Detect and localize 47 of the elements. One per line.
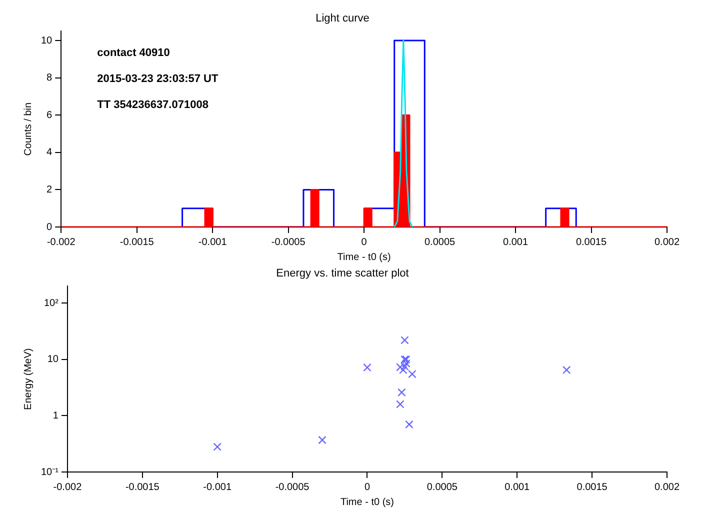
- x-tick-label: 0: [364, 482, 370, 493]
- point: [408, 370, 416, 378]
- point: [400, 336, 409, 344]
- x-tick-label: -0.002: [46, 236, 76, 248]
- x-tick-label: 0.0015: [576, 236, 607, 248]
- annotation: 2015-03-23 23:03:57 UT: [97, 73, 218, 86]
- y-tick-label: 10: [41, 35, 53, 46]
- x-tick-label: -0.002: [53, 482, 82, 493]
- x-tick-label: -0.001: [198, 236, 228, 248]
- x-tick-label: -0.0015: [125, 482, 160, 493]
- x-tick-label: 0.002: [654, 482, 680, 493]
- y-tick-label: 10: [47, 354, 59, 366]
- y-tick-label: 10²: [44, 298, 60, 309]
- x-tick-label: 0.0015: [576, 482, 608, 493]
- annotation: TT 354236637.071008: [97, 99, 208, 112]
- x-tick-label: -0.0005: [275, 482, 310, 493]
- x-tick-label: 0.001: [503, 236, 528, 248]
- x-tick-label: -0.0015: [120, 236, 154, 248]
- x-tick-label: 0: [361, 236, 368, 248]
- x-tick-label: -0.0005: [271, 236, 306, 248]
- point: [396, 362, 404, 372]
- point: [213, 442, 222, 451]
- y-axis-title: Counts / bin: [22, 102, 34, 156]
- point: [363, 363, 372, 372]
- y-tick-label: 1: [52, 410, 59, 422]
- y-axis-title: Energy (MeV): [22, 348, 34, 410]
- point: [562, 366, 571, 374]
- y-tick-label: 8: [46, 72, 53, 84]
- x-axis-title: Time - t0 (s): [337, 252, 391, 263]
- y-tick-label: 10⁻¹: [41, 466, 60, 478]
- y-tick-label: 6: [46, 110, 53, 121]
- chart-title: Energy vs. time scatter plot: [276, 268, 409, 280]
- y-tick-label: 0: [46, 222, 53, 233]
- point: [396, 400, 404, 408]
- point: [405, 420, 414, 429]
- x-tick-label: 0.0005: [424, 236, 456, 248]
- x-tick-label: 0.001: [504, 482, 530, 493]
- x-axis-title: Time - t0 (s): [340, 496, 394, 508]
- x-tick-label: -0.001: [203, 482, 232, 493]
- x-tick-label: 0.0005: [426, 482, 458, 493]
- chart-title: Light curve: [316, 12, 370, 25]
- y-tick-label: 2: [46, 184, 53, 196]
- point: [398, 388, 406, 396]
- point: [318, 436, 326, 444]
- x-tick-label: 0.002: [654, 236, 680, 248]
- y-tick-label: 4: [46, 147, 53, 158]
- annotation: contact 40910: [97, 47, 170, 60]
